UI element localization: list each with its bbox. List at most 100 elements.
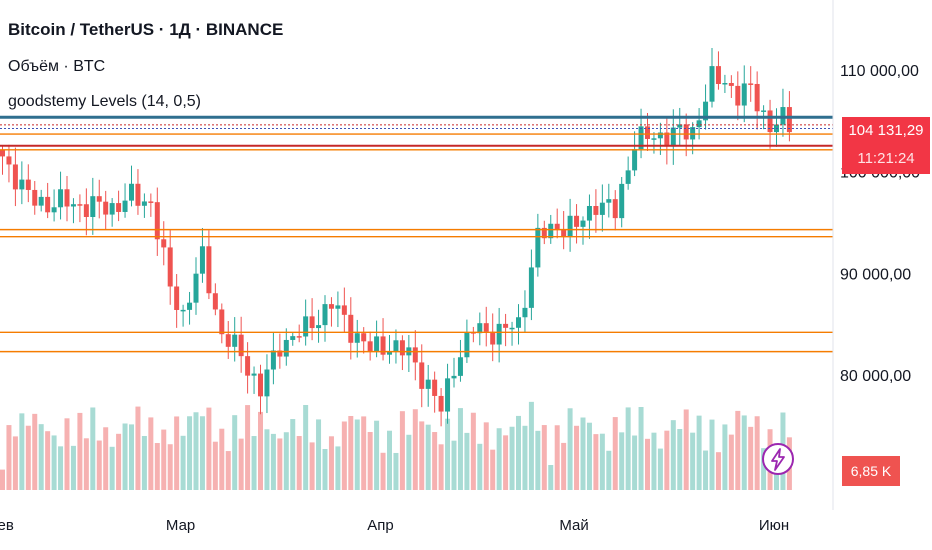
candle-body — [58, 189, 64, 208]
candle-body — [148, 201, 154, 203]
volume-bar — [174, 416, 180, 490]
candle-body — [264, 369, 270, 397]
volume-bar — [561, 442, 567, 490]
time-axis[interactable]: Фев Мар Апр Май Июн — [0, 517, 789, 534]
candle-body — [225, 334, 231, 347]
candle-body — [516, 317, 521, 328]
volume-bar — [722, 424, 728, 490]
volume-bar — [232, 415, 238, 490]
volume-bar — [657, 448, 663, 490]
volume-bar — [651, 432, 657, 490]
volume-bar — [225, 451, 231, 490]
volume-bar — [32, 413, 38, 490]
volume-bar — [335, 446, 341, 490]
candle-body — [412, 347, 418, 363]
candle-body — [328, 304, 334, 309]
candle-body — [754, 83, 760, 112]
candle-body — [303, 316, 309, 337]
candle-body — [258, 373, 263, 397]
volume-bar — [425, 424, 431, 490]
volume-bar — [270, 433, 276, 490]
candle-body — [70, 204, 76, 207]
candle-body — [187, 302, 193, 310]
bar-countdown: 11:21:24 — [842, 144, 930, 174]
volume-bar — [399, 411, 405, 490]
volume-bar — [90, 407, 96, 490]
volume-bar — [574, 425, 580, 490]
candle-body — [19, 179, 25, 190]
last-price-badge: 104 131,29 — [842, 117, 930, 144]
candle-body — [316, 325, 322, 329]
candle-body — [167, 247, 173, 287]
candle-body — [638, 126, 644, 150]
candle-body — [193, 273, 199, 303]
volume-legend[interactable]: Объём · BTC — [8, 58, 106, 75]
candle-body — [135, 183, 141, 206]
volume-bar — [464, 432, 470, 490]
volume-bar — [283, 432, 289, 490]
candle-body — [419, 362, 425, 389]
candle-body — [548, 223, 554, 239]
volume-bar — [638, 407, 644, 490]
volume-bar — [748, 426, 754, 490]
candle-body — [219, 309, 225, 335]
candle-body — [51, 207, 57, 213]
time-tick-label: Мар — [166, 517, 195, 534]
volume-bar — [632, 435, 638, 490]
candle-body — [290, 336, 296, 340]
candle-body — [212, 293, 218, 310]
volume-bar — [154, 443, 160, 490]
candle-body — [38, 196, 44, 206]
volume-bar — [606, 450, 612, 490]
time-tick-label: Апр — [367, 517, 393, 534]
candle-body — [567, 215, 573, 238]
volume-bar — [19, 413, 25, 490]
candle-body — [761, 110, 767, 112]
candle-body — [580, 220, 586, 227]
volume-bar — [528, 401, 534, 490]
volume-bar — [432, 432, 438, 490]
volume-bar — [58, 446, 64, 490]
volume-bar — [290, 419, 296, 490]
candle-body — [645, 126, 650, 139]
candle-body — [161, 239, 167, 248]
candle-body — [374, 336, 380, 352]
candle-body — [593, 205, 599, 215]
candle-body — [32, 189, 38, 206]
volume-bar — [12, 436, 18, 490]
candle-body — [541, 227, 547, 239]
candle-body — [12, 164, 18, 190]
volume-bar — [303, 405, 309, 490]
candle-body — [657, 132, 663, 139]
indicator-legend[interactable]: goodstemy Levels (14, 0,5) — [8, 93, 201, 110]
volume-bar — [535, 430, 541, 490]
candle-body — [457, 357, 463, 376]
candle-body — [380, 336, 386, 355]
candle-body — [103, 201, 109, 215]
lightning-button[interactable] — [762, 443, 794, 475]
volume-bar — [387, 430, 392, 490]
candle-body — [64, 189, 70, 207]
candle-body — [154, 202, 160, 240]
candle-body — [586, 205, 592, 221]
candle-body — [522, 307, 528, 318]
candle-body — [735, 85, 741, 106]
candle-body — [0, 150, 5, 157]
candle-body — [335, 305, 341, 309]
candle-body — [116, 203, 122, 212]
candle-body — [387, 351, 392, 355]
candle-body — [715, 66, 721, 84]
volume-bar — [148, 417, 154, 490]
symbol-title[interactable]: Bitcoin / TetherUS · 1Д · BINANCE — [8, 20, 284, 39]
volume-bar — [64, 418, 70, 490]
candle-body — [341, 305, 347, 315]
volume-bar — [709, 419, 715, 490]
candle-body — [348, 314, 354, 343]
volume-bar — [6, 425, 12, 490]
volume-bar — [167, 444, 173, 490]
candle-body — [425, 379, 431, 389]
volume-bar — [212, 441, 218, 490]
candle-body — [703, 101, 709, 121]
